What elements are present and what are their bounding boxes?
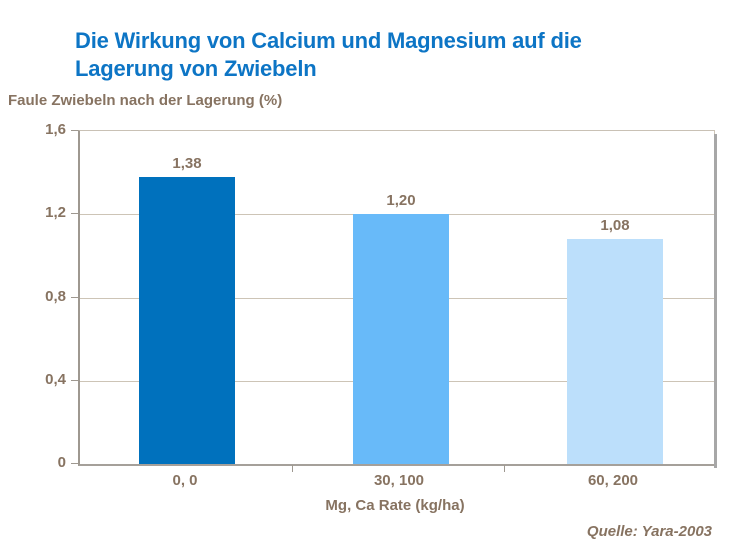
y-tick-label: 0: [57, 454, 66, 471]
chart-title: Die Wirkung von Calcium und Magnesium au…: [75, 28, 582, 81]
x-tick-mark: [504, 465, 505, 472]
x-tick-mark: [292, 465, 293, 472]
bar-value-label: 1,38: [172, 154, 202, 172]
plot-area: 1,38 1,20 1,08: [78, 130, 715, 466]
source-caption: Quelle: Yara-2003: [586, 523, 712, 540]
bar-group: 1,08: [567, 131, 663, 464]
y-tick-mark: [71, 463, 78, 464]
bar-value-label: 1,20: [386, 192, 416, 210]
bar-value-label: 1,08: [600, 217, 630, 235]
category-label: 60, 200: [587, 472, 639, 489]
y-tick-label: 1,6: [45, 121, 66, 138]
y-tick-mark: [71, 380, 78, 381]
y-tick-mark: [71, 297, 78, 298]
y-tick-label: 1,2: [45, 204, 66, 221]
bar-group: 1,38: [139, 131, 235, 464]
bar-0-0: [139, 176, 235, 464]
y-tick-label: 0,8: [45, 288, 66, 305]
y-tick-mark: [71, 213, 78, 214]
y-axis-title: Faule Zwiebeln nach der Lagerung (%): [8, 92, 283, 109]
bar-60-200: [567, 239, 663, 464]
y-tick-mark: [71, 130, 78, 131]
plot-shadow: [714, 134, 717, 468]
x-axis-title: Mg, Ca Rate (kg/ha): [325, 497, 465, 514]
y-tick-label: 0,4: [45, 371, 66, 388]
bar-30-100: [353, 214, 449, 464]
bar-group: 1,20: [353, 131, 449, 464]
category-label: 0, 0: [172, 472, 198, 489]
category-label: 30, 100: [373, 472, 425, 489]
